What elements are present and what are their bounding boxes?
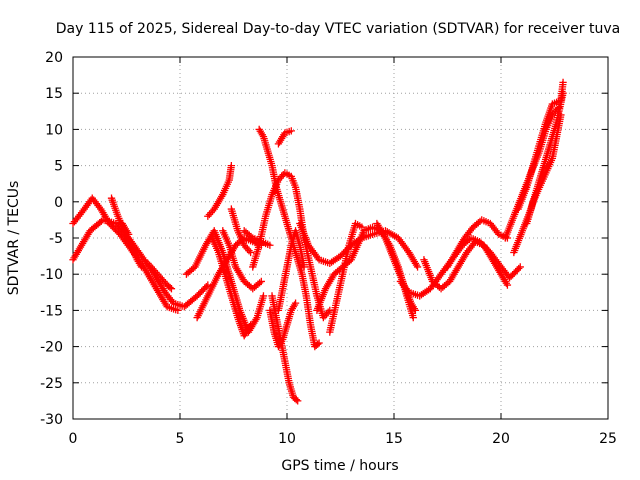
- data-point: [358, 223, 366, 231]
- y-tick-label: 20: [45, 50, 63, 66]
- grid-lines: [73, 57, 608, 419]
- data-point: [167, 285, 176, 293]
- series-arc-18: [240, 227, 274, 249]
- data-point: [294, 397, 302, 405]
- series-arc-16: [274, 127, 295, 148]
- data-point: [137, 263, 146, 271]
- data-point: [266, 241, 274, 249]
- y-tick-label: -5: [49, 231, 63, 247]
- series-arc-17: [266, 299, 300, 351]
- data-series: [69, 78, 567, 405]
- data-point: [257, 277, 265, 286]
- data-point: [409, 313, 417, 322]
- y-tick-label: -20: [40, 340, 63, 356]
- data-point: [287, 127, 295, 135]
- data-point: [227, 161, 236, 170]
- series-arc-10: [219, 227, 265, 293]
- series-arc-5: [144, 259, 176, 293]
- x-tick-label: 15: [385, 431, 403, 447]
- data-point: [557, 111, 565, 119]
- data-point: [503, 281, 512, 289]
- series-arc-3: [107, 194, 146, 271]
- x-tick-label: 5: [176, 431, 185, 447]
- data-point: [259, 292, 268, 300]
- data-point: [411, 306, 420, 315]
- data-point: [300, 263, 308, 271]
- series-arc-9: [208, 234, 255, 340]
- series-arc-15: [274, 227, 308, 315]
- series-arc-29: [514, 78, 567, 213]
- data-point: [246, 248, 255, 257]
- y-tick-label: -25: [40, 376, 63, 392]
- y-tick-label: 0: [54, 195, 63, 211]
- x-axis-label: GPS time / hours: [281, 458, 398, 474]
- y-tick-label: -15: [40, 303, 63, 319]
- data-point: [315, 339, 323, 347]
- tick-labels: 0 5 10 15 20 25 -30 -25 -20 -15 -10 -5 0 5 10 15 20: [40, 50, 617, 447]
- series-arc-28: [523, 111, 565, 228]
- x-tick-label: 10: [278, 431, 296, 447]
- series-arc-24: [420, 237, 512, 293]
- series-arc-21: [326, 219, 366, 336]
- series-arc-11: [227, 205, 255, 257]
- x-tick-label: 25: [599, 431, 617, 447]
- x-tick-label: 0: [69, 431, 78, 447]
- y-axis-label: SDTVAR / TECUs: [6, 181, 22, 296]
- axis-ticks: [72, 56, 609, 420]
- series-arc-8: [204, 161, 236, 220]
- x-tick-label: 20: [492, 431, 510, 447]
- data-point: [246, 321, 255, 329]
- series-arc-14: [268, 292, 302, 405]
- data-point: [204, 281, 212, 289]
- data-point: [124, 230, 133, 239]
- y-tick-label: 10: [45, 122, 63, 138]
- data-point: [516, 263, 524, 271]
- y-tick-label: 15: [45, 86, 63, 102]
- y-tick-label: 5: [54, 159, 63, 175]
- y-tick-label: -30: [40, 412, 63, 428]
- data-point: [174, 306, 182, 315]
- series-arc-2: [69, 194, 182, 315]
- series-arc-4: [118, 219, 133, 239]
- chart-title: Day 115 of 2025, Sidereal Day-to-day VTE…: [56, 21, 620, 37]
- y-tick-label: -10: [40, 267, 63, 283]
- data-point: [413, 263, 422, 271]
- data-point: [291, 299, 300, 307]
- series-arc-13: [255, 125, 323, 351]
- data-point: [559, 78, 567, 86]
